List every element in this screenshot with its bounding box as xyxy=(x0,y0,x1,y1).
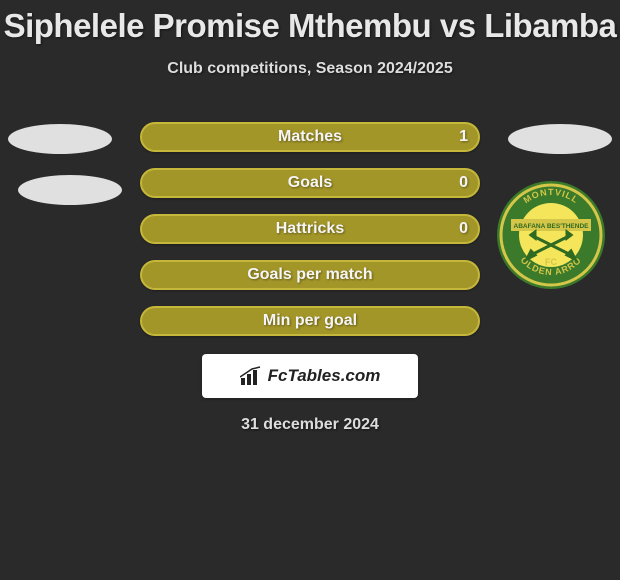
svg-text:ABAFANA BES'THENDE: ABAFANA BES'THENDE xyxy=(514,223,590,230)
page-subtitle: Club competitions, Season 2024/2025 xyxy=(167,60,452,78)
stat-row-min-per-goal: Min per goal xyxy=(140,306,480,336)
stat-label: Min per goal xyxy=(263,312,357,330)
stat-label: Goals xyxy=(288,174,332,192)
page-title: Siphelele Promise Mthembu vs Libamba xyxy=(4,8,617,44)
stat-label: Hattricks xyxy=(276,220,344,238)
stat-row-goals-per-match: Goals per match xyxy=(140,260,480,290)
date-label: 31 december 2024 xyxy=(241,416,379,434)
stat-row-matches: Matches 1 xyxy=(140,122,480,152)
svg-text:FC: FC xyxy=(545,257,557,267)
logo-text: FcTables.com xyxy=(268,366,381,386)
stats-container: Matches 1 Goals 0 Hattricks 0 Goals per … xyxy=(140,122,480,336)
stat-value-right: 0 xyxy=(459,174,468,192)
stat-row-hattricks: Hattricks 0 xyxy=(140,214,480,244)
stat-label: Goals per match xyxy=(247,266,372,284)
stat-value-right: 1 xyxy=(459,128,468,146)
avatar-oval-left-bottom xyxy=(18,175,122,205)
avatar-oval-left-top xyxy=(8,124,112,154)
club-crest: MONTVILL ABAFANA BES'THENDE OLDEN ARRO F… xyxy=(497,177,605,293)
stat-label: Matches xyxy=(278,128,342,146)
stat-value-right: 0 xyxy=(459,220,468,238)
avatar-oval-right-top xyxy=(508,124,612,154)
chart-icon xyxy=(240,366,262,386)
stat-row-goals: Goals 0 xyxy=(140,168,480,198)
fctables-logo: FcTables.com xyxy=(202,354,418,398)
